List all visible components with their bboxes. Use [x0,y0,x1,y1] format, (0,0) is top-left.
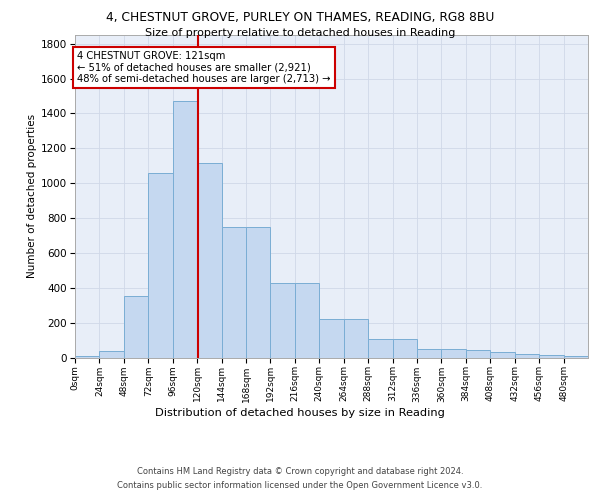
Bar [319,319,344,358]
Bar [197,163,221,358]
Bar [563,356,588,358]
Bar [490,352,515,358]
Text: Contains HM Land Registry data © Crown copyright and database right 2024.: Contains HM Land Registry data © Crown c… [137,468,463,476]
Bar [344,319,368,358]
Bar [100,352,124,358]
Text: 4 CHESTNUT GROVE: 121sqm
← 51% of detached houses are smaller (2,921)
48% of sem: 4 CHESTNUT GROVE: 121sqm ← 51% of detach… [77,50,331,84]
Bar [392,338,417,357]
Bar [173,101,197,357]
Text: Size of property relative to detached houses in Reading: Size of property relative to detached ho… [145,28,455,38]
Bar [271,282,295,358]
Bar [75,356,100,358]
Text: Contains public sector information licensed under the Open Government Licence v3: Contains public sector information licen… [118,481,482,490]
Bar [442,349,466,358]
Bar [148,172,173,358]
Bar [295,282,319,358]
Bar [539,355,563,358]
Bar [124,296,148,358]
Text: Distribution of detached houses by size in Reading: Distribution of detached houses by size … [155,408,445,418]
Bar [246,227,271,358]
Bar [221,227,246,358]
Bar [417,349,442,358]
Text: 4, CHESTNUT GROVE, PURLEY ON THAMES, READING, RG8 8BU: 4, CHESTNUT GROVE, PURLEY ON THAMES, REA… [106,11,494,24]
Y-axis label: Number of detached properties: Number of detached properties [27,114,37,278]
Bar [368,338,392,357]
Bar [515,354,539,358]
Bar [466,350,490,358]
